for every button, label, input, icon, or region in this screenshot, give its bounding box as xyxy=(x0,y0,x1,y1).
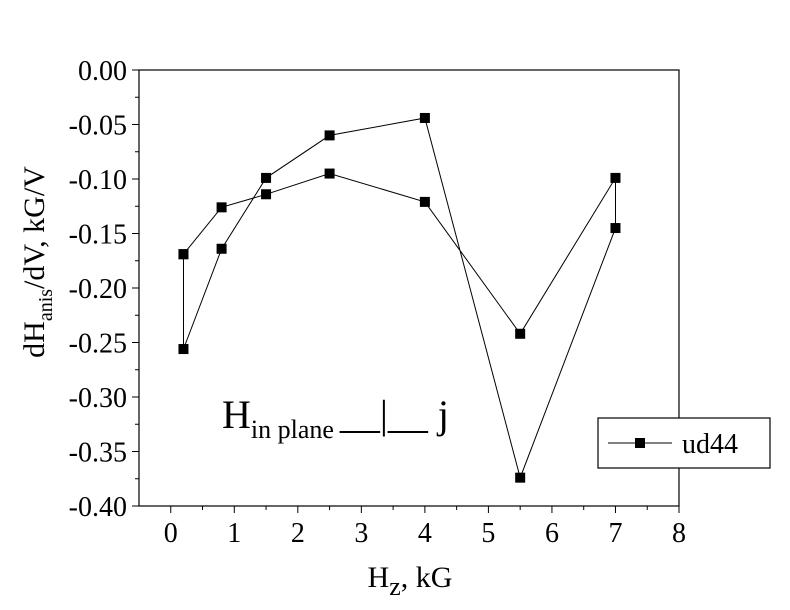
data-point xyxy=(610,172,621,183)
x-tick-label: 3 xyxy=(354,518,368,549)
y-tick-label: -0.10 xyxy=(69,165,127,196)
y-tick-label: -0.40 xyxy=(69,492,127,523)
data-point xyxy=(216,202,227,213)
x-tick-label: 8 xyxy=(672,518,686,549)
data-point xyxy=(419,196,430,207)
x-tick-label: 5 xyxy=(481,518,495,549)
data-point xyxy=(515,472,526,483)
data-point xyxy=(324,168,335,179)
x-tick-label: 2 xyxy=(291,518,305,549)
legend-label: ud44 xyxy=(682,429,738,460)
y-tick-label: -0.20 xyxy=(69,274,127,305)
y-tick-label: -0.15 xyxy=(69,220,127,251)
data-point xyxy=(261,189,272,200)
axis-ticks: 0 1 2 3 4 5 6 7 8 0.00 -0.05 -0.10 -0.15 -0.20 -0.25 -0… xyxy=(69,56,686,549)
data-point xyxy=(216,243,227,254)
data-point xyxy=(610,223,621,234)
x-tick-label: 7 xyxy=(608,518,622,549)
annotation-h-in-plane: Hin plane __|__ j xyxy=(222,392,449,444)
data-point xyxy=(419,112,430,123)
x-tick-label: 1 xyxy=(227,518,241,549)
y-tick-label: -0.25 xyxy=(69,329,127,360)
y-tick-label: -0.30 xyxy=(69,383,127,414)
y-tick-label: 0.00 xyxy=(78,56,127,87)
data-point xyxy=(178,344,189,355)
x-tick-label: 6 xyxy=(545,518,559,549)
data-point xyxy=(261,172,272,183)
data-point xyxy=(515,328,526,339)
x-axis-title: Hz, kG xyxy=(368,561,453,601)
series-layer xyxy=(178,112,621,483)
legend: ud44 xyxy=(597,417,771,469)
x-tick-label: 0 xyxy=(164,518,178,549)
x-tick-label: 4 xyxy=(418,518,432,549)
y-tick-label: -0.35 xyxy=(69,438,127,469)
y-tick-label: -0.05 xyxy=(69,111,127,142)
y-axis-title: dHanis/dV, kG/V xyxy=(18,166,57,358)
data-point xyxy=(324,130,335,141)
legend-marker xyxy=(635,438,645,448)
data-point xyxy=(178,249,189,260)
